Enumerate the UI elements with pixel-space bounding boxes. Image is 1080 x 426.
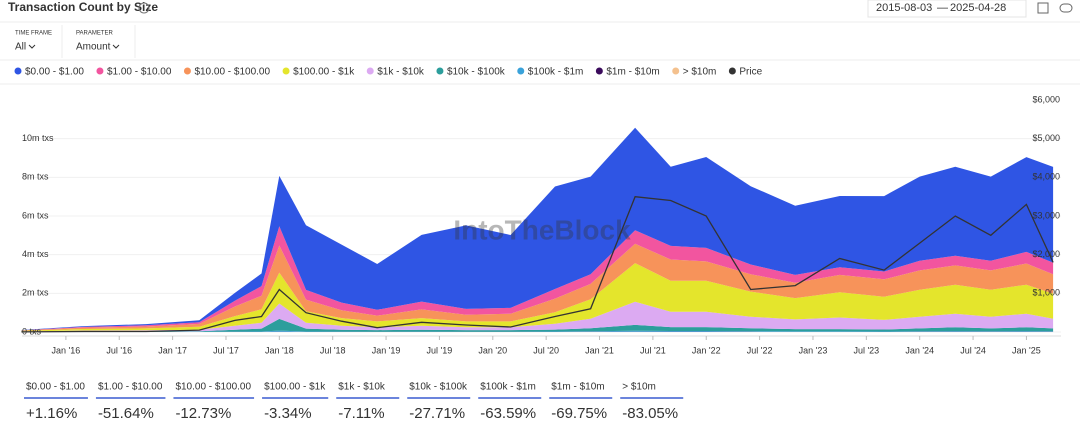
y2-tick-label: $5,000 bbox=[1032, 133, 1060, 143]
stat-label: $10k - $100k bbox=[409, 382, 468, 393]
stat-label: $1m - $10m bbox=[551, 382, 604, 393]
stat-value: -83.05% bbox=[622, 405, 678, 422]
x-tick-label: Jan '22 bbox=[692, 345, 721, 355]
legend-dot bbox=[672, 67, 680, 75]
x-tick-label: Jul '16 bbox=[106, 345, 132, 355]
legend-label[interactable]: Price bbox=[739, 67, 762, 78]
legend-dot bbox=[436, 67, 444, 75]
area bbox=[21, 263, 1054, 332]
price-line bbox=[21, 196, 1054, 333]
parameter-label: PARAMETER bbox=[76, 31, 114, 37]
legend-dot bbox=[183, 67, 191, 75]
download-icon[interactable] bbox=[1037, 2, 1049, 14]
stat-value: -63.59% bbox=[480, 405, 536, 422]
legend-dot bbox=[595, 67, 603, 75]
legend-label[interactable]: $0.00 - $1.00 bbox=[25, 67, 84, 78]
stat-value: -51.64% bbox=[98, 405, 154, 422]
x-tick-label: Jan '19 bbox=[372, 345, 401, 355]
legend-label[interactable]: $1.00 - $10.00 bbox=[107, 67, 172, 78]
stat-value: -69.75% bbox=[551, 405, 607, 422]
y-tick-label: 0 txs bbox=[22, 326, 42, 336]
stat-value: -27.71% bbox=[409, 405, 465, 422]
legend-dot bbox=[14, 67, 22, 75]
stat-label: > $10m bbox=[622, 382, 656, 393]
stat-label: $100.00 - $1k bbox=[264, 382, 326, 393]
x-tick-label: Jan '21 bbox=[585, 345, 614, 355]
area bbox=[21, 243, 1054, 331]
y2-tick-label: $2,000 bbox=[1032, 249, 1060, 259]
x-tick-label: Jul '22 bbox=[747, 345, 773, 355]
y2-tick-label: $1,000 bbox=[1032, 288, 1060, 298]
stat-value: -7.11% bbox=[338, 405, 384, 422]
y2-tick-label: $6,000 bbox=[1032, 94, 1060, 104]
stat-label: $1.00 - $10.00 bbox=[98, 382, 163, 393]
chevron bbox=[28, 44, 36, 49]
x-tick-label: Jul '18 bbox=[320, 345, 346, 355]
plot bbox=[21, 127, 1061, 333]
legend-label[interactable]: $100.00 - $1k bbox=[293, 67, 355, 78]
chart-title: Transaction Count by Size bbox=[8, 0, 158, 14]
x-tick-label: Jul '21 bbox=[640, 345, 666, 355]
legend-label[interactable]: $100k - $1m bbox=[528, 67, 584, 78]
x-tick-label: Jul '23 bbox=[853, 345, 879, 355]
legend-label[interactable]: $1k - $10k bbox=[377, 67, 425, 78]
legend-label[interactable]: > $10m bbox=[683, 67, 717, 78]
stat-label: $1k - $10k bbox=[338, 382, 386, 393]
watermark: IntoTheBlock bbox=[453, 214, 631, 245]
x-tick-label: Jul '19 bbox=[427, 345, 453, 355]
legend-dot bbox=[728, 67, 736, 75]
date-end: 2025-04-28 bbox=[950, 2, 1006, 14]
time-frame-label: TIME FRAME bbox=[15, 31, 52, 37]
y-tick-label: 6m txs bbox=[22, 210, 49, 220]
x-tick-label: Jan '18 bbox=[265, 345, 294, 355]
legend-dot bbox=[282, 67, 290, 75]
x-tick-label: Jan '25 bbox=[1012, 345, 1041, 355]
x-tick-label: Jul '24 bbox=[960, 345, 986, 355]
stat-label: $10.00 - $100.00 bbox=[175, 382, 251, 393]
info-icon[interactable] bbox=[138, 2, 150, 14]
date-sep: — bbox=[937, 2, 948, 14]
legend-dot bbox=[96, 67, 104, 75]
legend-label[interactable]: $1m - $10m bbox=[606, 67, 659, 78]
parameter[interactable]: Amount bbox=[76, 42, 111, 53]
x-tick-label: Jan '17 bbox=[158, 345, 187, 355]
area bbox=[21, 301, 1054, 332]
y2-tick-label: $4,000 bbox=[1032, 172, 1060, 182]
link-icon[interactable] bbox=[1059, 3, 1073, 13]
legend-dot bbox=[366, 67, 374, 75]
date-range[interactable] bbox=[867, 0, 1027, 18]
legend-label[interactable]: $10k - $100k bbox=[447, 67, 506, 78]
stat-label: $100k - $1m bbox=[480, 382, 536, 393]
y-tick-label: 4m txs bbox=[22, 249, 49, 259]
y-tick-label: 10m txs bbox=[22, 133, 54, 143]
date-start: 2015-08-03 bbox=[876, 2, 932, 14]
x-tick-label: Jan '20 bbox=[478, 345, 507, 355]
stat-label: $0.00 - $1.00 bbox=[26, 382, 85, 393]
legend-label[interactable]: $10.00 - $100.00 bbox=[194, 67, 270, 78]
time-frame[interactable]: All bbox=[15, 42, 26, 53]
y-tick-label: 8m txs bbox=[22, 172, 49, 182]
x-tick-label: Jan '16 bbox=[52, 345, 81, 355]
area bbox=[21, 318, 1054, 332]
y2-tick-label: $3,000 bbox=[1032, 210, 1060, 220]
stat-value: -3.34% bbox=[264, 405, 312, 422]
x-tick-label: Jul '20 bbox=[533, 345, 559, 355]
x-tick-label: Jan '24 bbox=[905, 345, 934, 355]
stat-value: +1.16% bbox=[26, 405, 77, 422]
area bbox=[21, 127, 1054, 331]
stat-value: -12.73% bbox=[175, 405, 231, 422]
x-tick-label: Jan '23 bbox=[799, 345, 828, 355]
chevron bbox=[112, 44, 120, 49]
area bbox=[21, 330, 1054, 332]
legend-dot bbox=[517, 67, 525, 75]
x-tick-label: Jul '17 bbox=[213, 345, 239, 355]
y-tick-label: 2m txs bbox=[22, 288, 49, 298]
